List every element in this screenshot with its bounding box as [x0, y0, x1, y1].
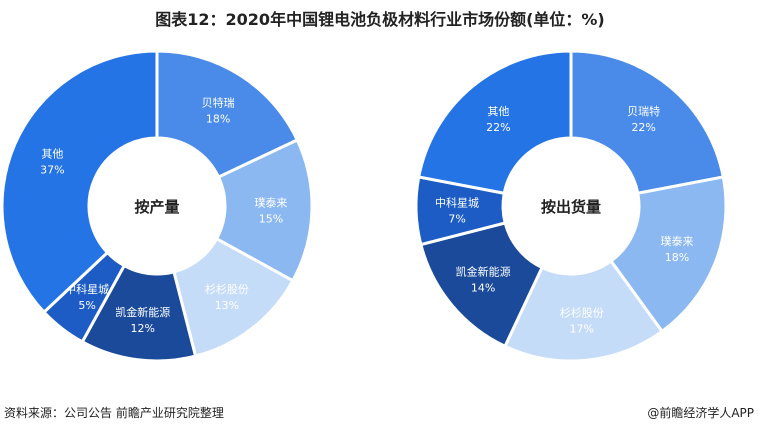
pie-slice: [503, 258, 665, 363]
donut-center-label: 按产量: [134, 198, 179, 216]
slice-name-label: 贝瑞特: [627, 104, 660, 118]
slice-name-label: 贝特瑞: [202, 96, 235, 110]
pie-slice: [608, 175, 728, 334]
slice-value-label: 15%: [259, 213, 283, 226]
pie-slice: [155, 49, 300, 180]
pie-slice: [419, 221, 545, 349]
slice-name-label: 中科星城: [435, 196, 479, 210]
slice-value-label: 14%: [471, 282, 495, 295]
slice-value-label: 22%: [631, 121, 655, 134]
slice-value-label: 18%: [206, 113, 230, 126]
slice-name-label: 凯金新能源: [115, 305, 170, 319]
slice-value-label: 22%: [486, 121, 510, 134]
slice-name-label: 杉杉股份: [560, 305, 604, 319]
chart-title: 图表12：2020年中国锂电池负极材料行业市场份额(单位：%): [155, 10, 605, 29]
pie-slice: [569, 49, 726, 196]
slice-value-label: 12%: [130, 322, 154, 335]
pie-slice: [416, 49, 573, 196]
slice-name-label: 中科星城: [65, 282, 109, 296]
slice-value-label: 5%: [78, 299, 95, 312]
slice-name-label: 杉杉股份: [205, 282, 249, 296]
slice-value-label: 13%: [215, 299, 239, 312]
slice-name-label: 其他: [487, 105, 509, 118]
pie-slice: [214, 138, 314, 283]
donut-by-production: 贝特瑞 18% 璞泰来 15% 杉杉股份 13% 凯金新能源 12% 中科星城 5% 其他 37% 按产…: [0, 49, 314, 363]
slice-value-label: 7%: [448, 213, 465, 226]
slice-value-label: 17%: [570, 322, 594, 335]
slice-name-label: 其他: [41, 148, 63, 161]
credit-note: @前瞻经济学人APP: [647, 406, 754, 420]
slice-name-label: 璞泰来: [254, 196, 287, 210]
source-note: 资料来源：公司公告 前瞻产业研究院整理: [4, 406, 224, 420]
slice-value-label: 37%: [40, 164, 64, 177]
slice-value-label: 18%: [665, 251, 689, 264]
donut-by-shipment: 贝瑞特 22% 璞泰来 18% 杉杉股份 17% 凯金新能源 14% 中科星城 7% 其他 22% 按出…: [414, 49, 728, 363]
slice-name-label: 璞泰来: [660, 234, 693, 248]
donut-center-label: 按出货量: [541, 198, 601, 216]
pie-slice: [0, 49, 159, 315]
slice-name-label: 凯金新能源: [456, 265, 511, 279]
